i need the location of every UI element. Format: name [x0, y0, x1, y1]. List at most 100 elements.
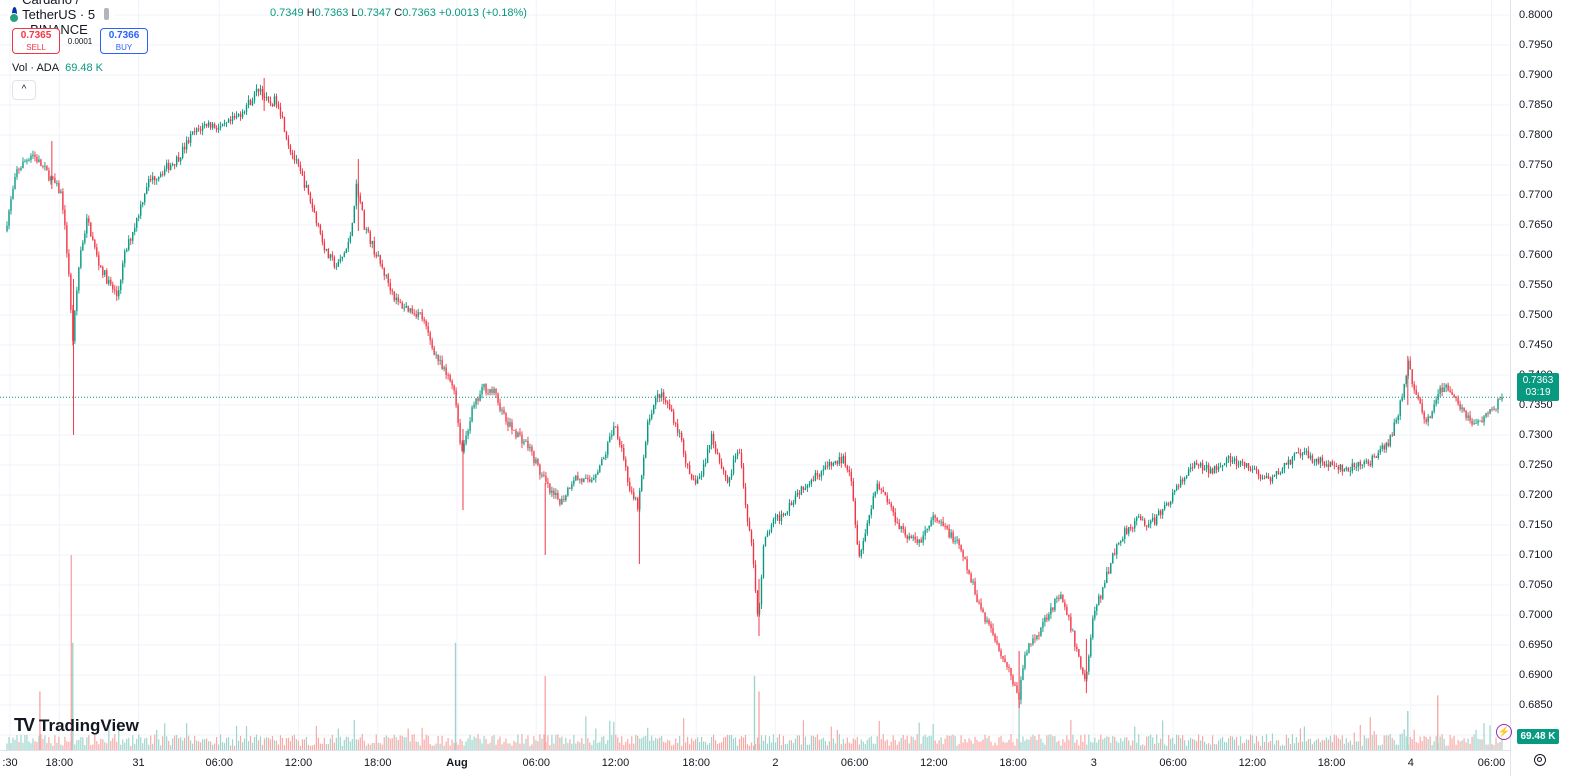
volume-bar: [1219, 738, 1222, 750]
candle-body-up: [1040, 627, 1042, 636]
volume-bar: [525, 738, 527, 750]
candle-body-up: [175, 156, 178, 166]
candle-body-down: [1052, 607, 1054, 611]
candle-body-down: [112, 284, 114, 290]
candle-body-up: [1493, 408, 1495, 410]
candle-body-down: [1181, 479, 1184, 482]
volume-bar: [1393, 739, 1395, 750]
candle-body-down: [505, 413, 507, 422]
candle-body-up: [770, 524, 773, 532]
volume-bar: [1363, 735, 1365, 750]
price-tick-label: 0.7050: [1519, 579, 1553, 591]
volume-bar: [253, 736, 256, 750]
candle-body-up: [1193, 462, 1196, 468]
candle-body-down: [497, 393, 499, 403]
volume-bar: [768, 736, 771, 750]
candle-body-down: [309, 193, 312, 203]
volume-bar: [724, 736, 727, 750]
volume-bar: [487, 744, 489, 750]
volume-bar: [1341, 735, 1343, 750]
candle-body-down: [401, 302, 403, 309]
candle-body-down: [323, 242, 326, 251]
buy-button[interactable]: 0.7366 BUY: [100, 28, 148, 54]
volume-bar: [820, 738, 822, 750]
candle-body-down: [676, 423, 679, 433]
settings-gear-icon[interactable]: [1534, 754, 1546, 766]
tradingview-logo[interactable]: TV TradingView: [14, 715, 139, 736]
candle-body-down: [974, 581, 976, 595]
volume-bar: [22, 742, 24, 750]
time-axis[interactable]: :30 18:00 31 06:00 12:00 18:00 Aug 06:00 12:00 18…: [0, 750, 1510, 777]
volume-bar: [182, 740, 184, 750]
volume-bar: [491, 736, 493, 750]
candle-body-down: [499, 402, 501, 411]
volume-bar: [513, 740, 515, 750]
candle-body-down: [451, 381, 453, 386]
candle-body-down: [846, 465, 849, 470]
volume-bar: [389, 738, 391, 750]
volume-bar: [1415, 742, 1417, 750]
volume-bar: [816, 734, 818, 750]
hide-icon[interactable]: [104, 8, 109, 20]
candle-body-down: [445, 367, 447, 375]
volume-bar: [1196, 741, 1198, 750]
volume-legend[interactable]: Vol · ADA 69.48 K: [12, 62, 103, 74]
volume-bar: [856, 737, 858, 750]
volume-bar: [657, 738, 659, 750]
candle-body-down: [1455, 397, 1457, 399]
volume-bar: [750, 742, 753, 750]
candle-body-down: [960, 545, 962, 551]
volume-bar: [1379, 745, 1381, 750]
chart-area[interactable]: [0, 0, 1510, 750]
candlestick-chart[interactable]: [0, 0, 1510, 750]
volume-bar: [1483, 723, 1485, 750]
volume-bar: [1321, 740, 1323, 750]
collapse-legend-button[interactable]: ^: [12, 80, 36, 100]
candle-body-down: [1487, 413, 1489, 415]
candle-body-down: [988, 620, 990, 625]
candle-body-down: [381, 263, 383, 268]
volume-bar: [1283, 745, 1286, 750]
volume-bar: [1451, 738, 1453, 750]
volume-bar: [28, 741, 30, 750]
lightning-icon[interactable]: ⚡: [1496, 724, 1512, 740]
volume-bar: [533, 736, 535, 750]
volume-spike-bar: [1407, 711, 1409, 750]
candle-body-down: [46, 166, 48, 171]
volume-bar: [1241, 743, 1244, 750]
candle-body-up: [50, 176, 52, 181]
volume-bar: [204, 739, 206, 750]
candle-body-up: [653, 404, 655, 414]
volume-bar: [1463, 738, 1465, 750]
candle-body-up: [1060, 594, 1062, 600]
candle-body-up: [509, 422, 511, 427]
volume-bar: [569, 739, 571, 750]
price-tick-label: 0.7100: [1519, 549, 1553, 561]
candle-body-up: [922, 535, 924, 543]
candle-body-down: [668, 403, 671, 410]
volume-bar: [736, 745, 739, 750]
candle-body-up: [195, 128, 198, 133]
candle-body-down: [1257, 470, 1260, 476]
volume-bar: [1351, 744, 1353, 750]
candle-body-up: [76, 290, 78, 311]
volume-bar: [1042, 742, 1044, 750]
volume-bar: [1339, 739, 1341, 750]
volume-bar: [1297, 742, 1300, 750]
volume-bar: [403, 737, 405, 750]
volume-bar: [397, 739, 399, 750]
sell-button[interactable]: 0.7365 SELL: [12, 28, 60, 54]
candle-body-down: [1064, 602, 1066, 608]
candle-body-up: [814, 472, 817, 481]
candle-body-down: [193, 131, 196, 133]
volume-bar: [1022, 736, 1024, 750]
candle-body-down: [990, 624, 992, 629]
candle-body-up: [82, 242, 84, 251]
volume-bar: [293, 734, 296, 750]
volume-bar: [140, 737, 142, 750]
symbol-info[interactable]: Cardano / TetherUS · 5 · BINANCE: [8, 0, 115, 37]
volume-bar: [1487, 744, 1489, 750]
candle-body-down: [539, 464, 541, 475]
candle-body-down: [1108, 571, 1110, 574]
volume-bar: [1188, 740, 1190, 750]
